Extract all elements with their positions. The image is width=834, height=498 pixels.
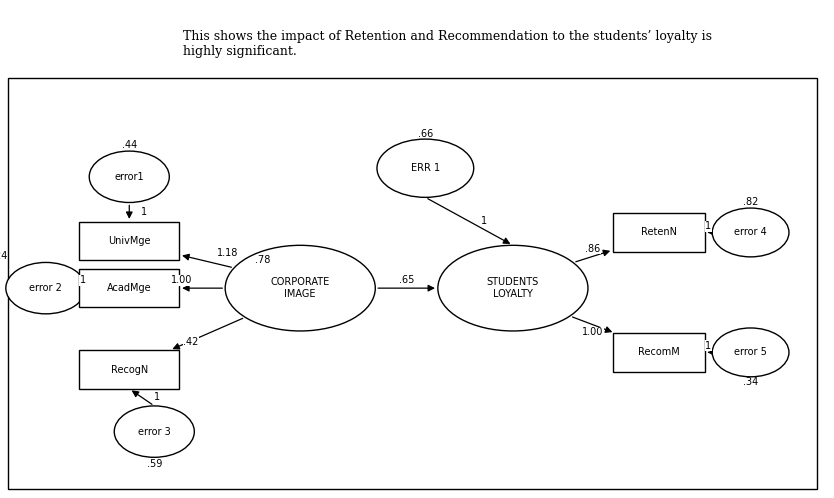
Text: error 3: error 3 [138,427,171,437]
Text: 1: 1 [706,221,711,231]
Text: .44: .44 [122,139,137,150]
Ellipse shape [6,262,86,314]
Text: .24: .24 [0,251,8,261]
Text: RecogN: RecogN [111,365,148,374]
Text: .34: .34 [743,377,758,387]
Text: .82: .82 [743,198,758,208]
Text: .78: .78 [255,255,270,265]
Text: AcadMge: AcadMge [107,283,152,293]
Text: error 5: error 5 [734,348,767,358]
Text: 1.00: 1.00 [171,275,192,285]
Text: .86: .86 [585,244,600,253]
Text: error 2: error 2 [29,283,63,293]
Text: error 4: error 4 [734,228,767,238]
Text: STUDENTS
LOYALTY: STUDENTS LOYALTY [487,277,539,299]
Ellipse shape [377,139,474,197]
Bar [613,213,705,252]
Ellipse shape [114,406,194,457]
Bar [79,222,179,260]
Text: .42: .42 [183,337,198,347]
Bar [79,350,179,389]
Ellipse shape [89,151,169,203]
Text: 1: 1 [706,341,711,351]
Ellipse shape [438,246,588,331]
Text: ERR 1: ERR 1 [411,163,440,173]
Text: .59: .59 [147,459,162,469]
Text: CORPORATE
IMAGE: CORPORATE IMAGE [270,277,330,299]
Text: 1: 1 [141,207,148,217]
Ellipse shape [712,328,789,377]
Ellipse shape [712,208,789,257]
Bar [613,333,705,372]
Text: 1.18: 1.18 [217,248,239,258]
Text: error1: error1 [114,172,144,182]
Bar [79,269,179,307]
Text: This shows the impact of Retention and Recommendation to the students’ loyalty i: This shows the impact of Retention and R… [183,30,712,58]
Text: UnivMge: UnivMge [108,236,150,246]
Text: .66: .66 [418,129,433,139]
Text: .65: .65 [399,274,414,284]
Text: RecomM: RecomM [638,348,680,358]
Ellipse shape [225,246,375,331]
Text: 1: 1 [481,216,487,226]
Text: 1: 1 [79,275,86,285]
Text: 1: 1 [153,392,160,402]
Text: 1.00: 1.00 [582,327,603,337]
Text: RetenN: RetenN [641,228,677,238]
